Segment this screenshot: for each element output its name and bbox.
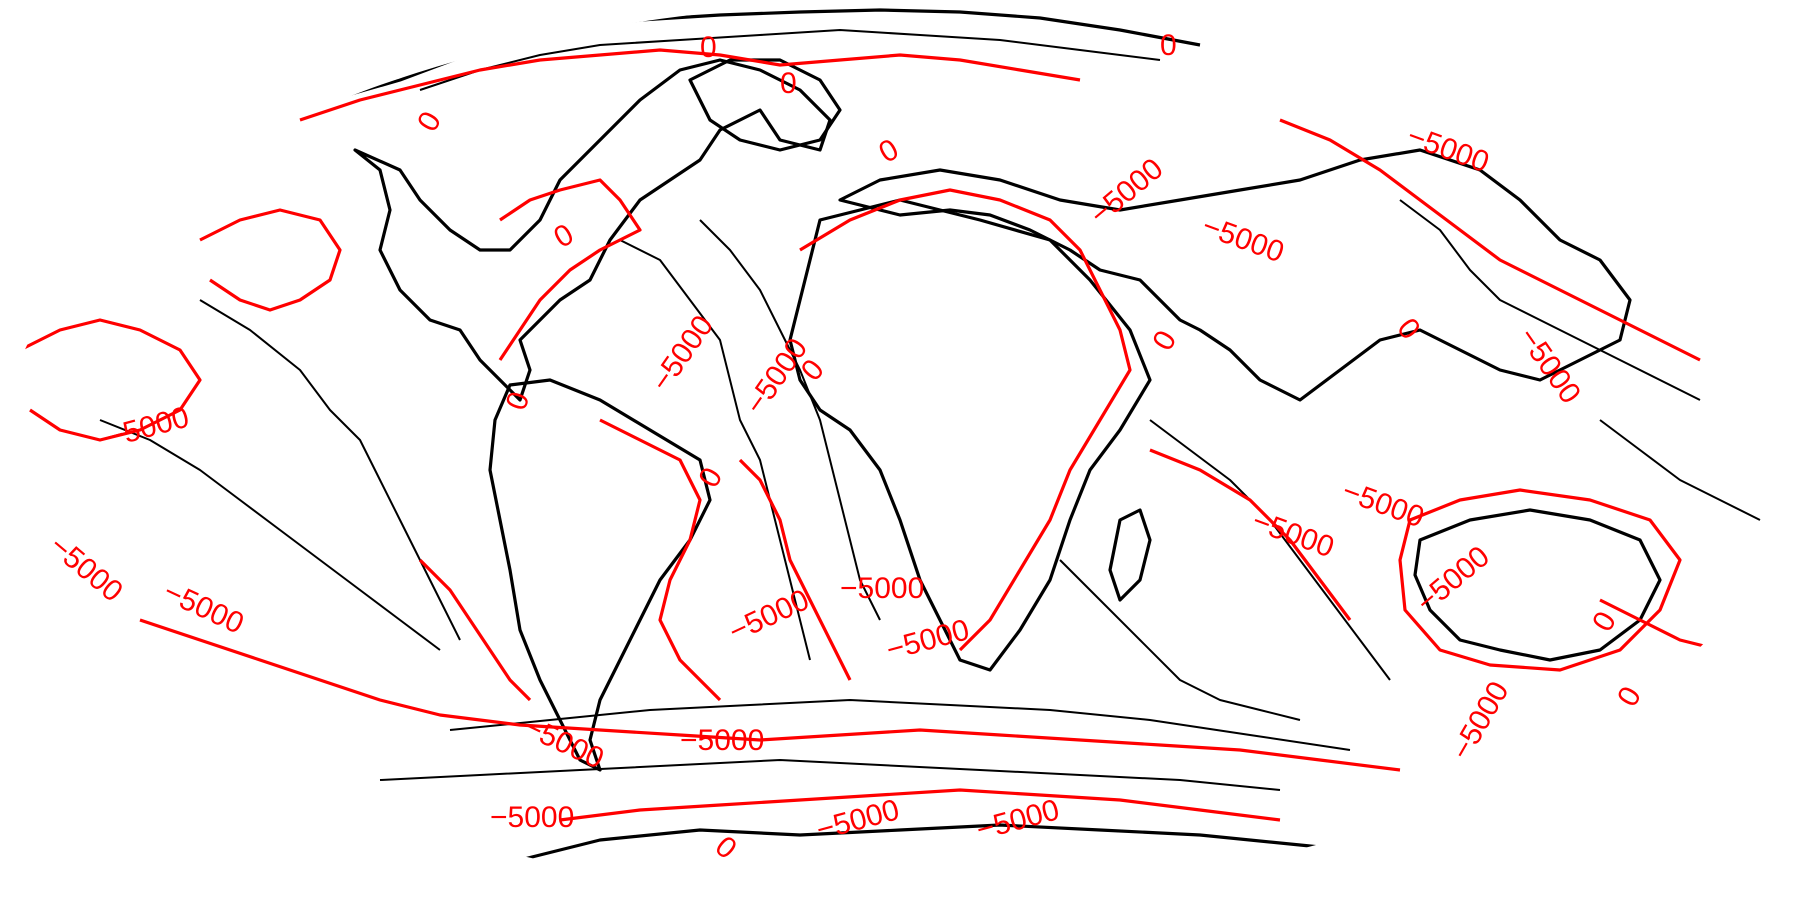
contour-black-atlantic-2 bbox=[699, 219, 881, 621]
contour-label: −5000 bbox=[1084, 152, 1170, 231]
contour-label: −5000 bbox=[1403, 119, 1493, 179]
contour-label: 0 bbox=[700, 31, 717, 64]
contour-label: −5000 bbox=[680, 724, 764, 757]
coastline-north-america bbox=[353, 58, 832, 402]
contour-label: −5000 bbox=[645, 310, 720, 398]
contour-black-pacific-2 bbox=[99, 419, 441, 651]
contour-label: −5000 bbox=[1445, 676, 1516, 765]
contour-red-north-atlantic bbox=[498, 178, 642, 361]
contour-black-arctic bbox=[419, 29, 1161, 91]
contour-label: −5000 bbox=[43, 529, 129, 608]
contour-label: −5000 bbox=[1338, 474, 1428, 534]
contour-red-africa bbox=[799, 188, 1132, 652]
contour-label: 0 bbox=[1586, 606, 1623, 637]
contour-label: 0 bbox=[411, 106, 448, 137]
contour-red-southern-ocean bbox=[139, 618, 1401, 772]
contour-black-northpacific bbox=[1399, 199, 1701, 401]
contour-black-indian-2 bbox=[1059, 559, 1301, 721]
coastline-eurasia bbox=[838, 148, 1632, 402]
contour-label: −5000 bbox=[840, 572, 924, 605]
contour-label: −5000 bbox=[1248, 504, 1338, 564]
contour-label: −5000 bbox=[813, 793, 903, 847]
contour-label: 0 bbox=[873, 133, 904, 170]
coastline-australia bbox=[1413, 508, 1662, 662]
coastline-africa bbox=[788, 198, 1152, 672]
contour-label: 0 bbox=[500, 388, 537, 415]
coastline-south-america bbox=[488, 378, 712, 772]
contour-black-indian bbox=[1149, 419, 1391, 681]
contour-label: −5000 bbox=[490, 801, 574, 834]
contour-black-pacific bbox=[199, 299, 461, 641]
contour-label: −5000 bbox=[724, 583, 814, 649]
contour-black-southern bbox=[449, 699, 1351, 751]
contour-label: 0 bbox=[709, 830, 743, 866]
contour-label: −5000 bbox=[1410, 540, 1496, 619]
contour-label: 0 bbox=[1146, 325, 1183, 356]
contour-red-indian bbox=[1149, 448, 1352, 621]
coastline-madagascar bbox=[1108, 508, 1152, 602]
contour-label: 0 bbox=[1391, 312, 1427, 346]
contour-red-arctic bbox=[299, 48, 1081, 122]
contour-black-westpacific bbox=[1599, 419, 1761, 521]
contour-labels: 0 0 0 0 0 0 0 0 0 0 0 0 0 0 −5000 −5000 … bbox=[43, 29, 1648, 866]
contour-red-southeast-pacific bbox=[418, 558, 532, 702]
contour-label: 0 bbox=[780, 67, 797, 100]
contour-red-pacific-north bbox=[199, 208, 342, 312]
contour-label: 0 bbox=[1160, 29, 1177, 62]
contour-label: −5000 bbox=[103, 401, 193, 455]
contour-red-pacific-west bbox=[19, 318, 202, 442]
contour-red-northwest-pacific bbox=[1279, 118, 1701, 362]
contour-black-southern-2 bbox=[379, 759, 1281, 791]
contour-red-australia bbox=[1398, 488, 1682, 672]
contour-red-antarctic bbox=[559, 788, 1281, 822]
contour-black-atlantic bbox=[619, 239, 811, 661]
coastline-antarctica bbox=[519, 823, 1401, 862]
contour-label: 0 bbox=[1611, 681, 1648, 712]
contour-red-south-atlantic bbox=[599, 418, 722, 702]
contour-label: −5000 bbox=[1512, 322, 1587, 410]
contour-label: 0 bbox=[692, 462, 729, 493]
contour-label: −5000 bbox=[1198, 209, 1288, 269]
contour-red-mid-atlantic bbox=[738, 458, 852, 681]
contour-label: −5000 bbox=[973, 793, 1063, 847]
contour-label: 0 bbox=[548, 218, 579, 255]
